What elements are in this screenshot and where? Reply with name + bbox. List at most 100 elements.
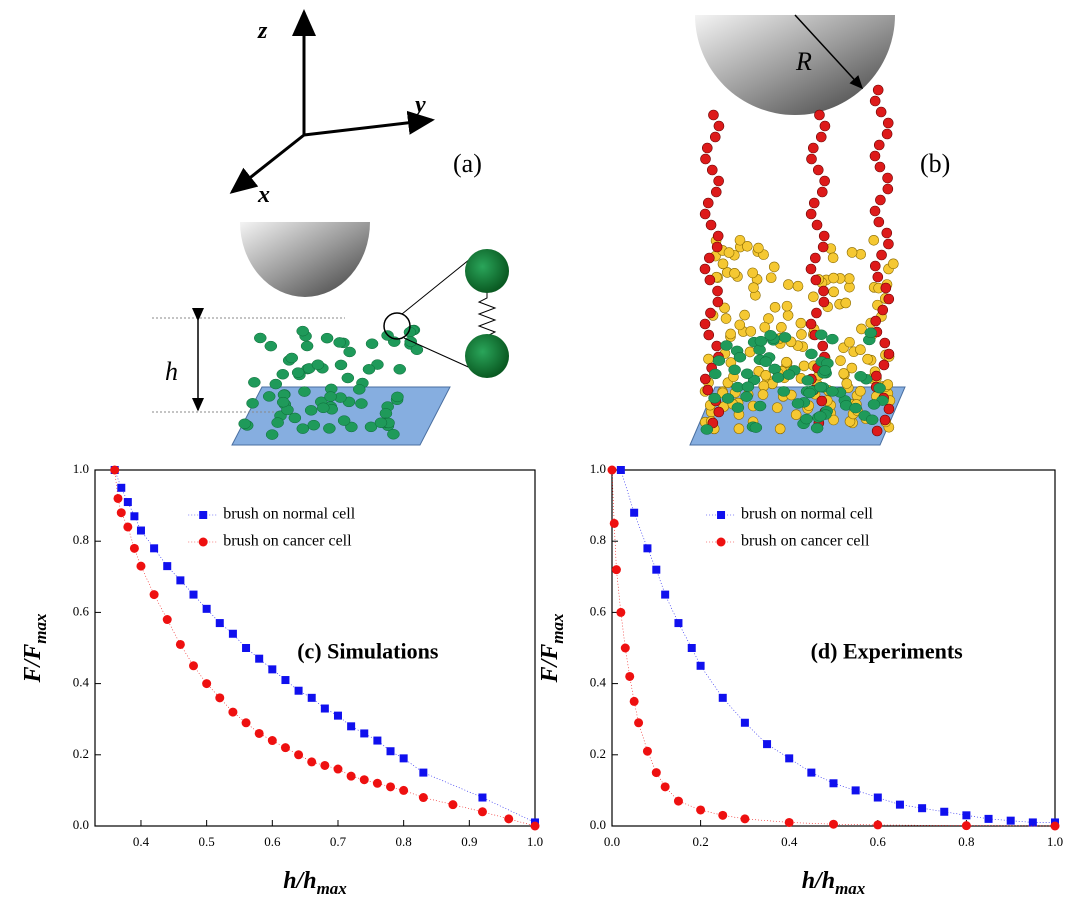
- data-point: [228, 629, 237, 638]
- panel-a: z y x (a) h: [152, 9, 509, 446]
- monomer: [873, 139, 885, 151]
- monomer: [805, 208, 817, 220]
- radius-label: R: [795, 47, 812, 76]
- data-point: [149, 590, 159, 600]
- monomer: [753, 242, 764, 254]
- data-point: [117, 483, 126, 492]
- monomer: [869, 150, 881, 162]
- monomer: [731, 402, 745, 413]
- monomer: [801, 375, 815, 386]
- monomer: [238, 418, 251, 430]
- monomer: [849, 402, 862, 414]
- monomer: [878, 359, 890, 371]
- y-tick-label: 0.2: [73, 746, 89, 761]
- monomer: [864, 327, 878, 339]
- chart: 0.4 0.5 0.6 0.7 0.8 0.9 1.0 0.0 0.2 0.4 0.6 0.8 1.0 h…: [20, 461, 543, 898]
- monomer: [818, 365, 832, 376]
- monomer: [379, 408, 393, 419]
- monomer: [883, 238, 894, 250]
- data-point: [611, 565, 621, 575]
- monomer: [811, 307, 822, 319]
- x-tick-label: 0.6: [264, 834, 281, 849]
- data-point: [281, 676, 290, 685]
- monomer: [307, 419, 320, 431]
- monomer: [759, 321, 771, 333]
- monomer: [841, 378, 853, 389]
- monomer: [776, 322, 787, 333]
- monomer: [747, 267, 758, 279]
- monomer: [353, 384, 366, 395]
- monomer: [713, 406, 725, 418]
- data-point: [228, 707, 238, 717]
- monomer: [264, 340, 278, 352]
- monomer: [800, 413, 813, 425]
- data-point: [189, 590, 198, 599]
- monomer: [703, 329, 715, 341]
- data-point: [176, 576, 185, 585]
- monomer: [883, 348, 895, 360]
- monomer: [725, 328, 736, 340]
- data-point: [674, 619, 683, 628]
- monomer: [816, 186, 828, 198]
- monomer: [285, 352, 299, 364]
- monomer: [875, 106, 887, 118]
- monomer: [808, 197, 820, 209]
- series-line: [620, 469, 1055, 823]
- data-point: [215, 619, 224, 628]
- legend-label: brush on normal cell: [741, 506, 874, 523]
- monomer: [854, 370, 867, 382]
- x-tick-label: 0.6: [870, 834, 887, 849]
- monomer: [811, 219, 823, 231]
- monomer: [846, 362, 858, 374]
- monomer: [711, 241, 723, 253]
- data-point: [718, 810, 728, 820]
- monomer: [410, 344, 424, 356]
- monomer: [740, 391, 753, 402]
- monomer: [873, 382, 886, 394]
- y-tick-label: 0.8: [590, 532, 606, 547]
- data-point: [267, 736, 277, 746]
- data-point: [268, 665, 277, 674]
- bead: [465, 249, 509, 293]
- monomer: [276, 369, 290, 380]
- monomer: [805, 263, 817, 275]
- monomer: [699, 263, 711, 275]
- monomer: [387, 428, 400, 440]
- monomer: [391, 391, 404, 403]
- tip-sphere: [695, 15, 895, 115]
- axis-label-z: z: [257, 18, 268, 44]
- y-tick-label: 1.0: [590, 461, 606, 476]
- monomer: [843, 273, 855, 284]
- monomer: [790, 409, 802, 420]
- monomer: [374, 417, 388, 428]
- data-point: [399, 754, 408, 763]
- monomer: [764, 330, 777, 341]
- monomer: [815, 131, 827, 143]
- monomer: [796, 329, 807, 340]
- monomer: [874, 161, 886, 173]
- data-point: [386, 782, 396, 792]
- monomer: [765, 272, 777, 284]
- y-axis-title-sub: max: [548, 613, 567, 644]
- x-tick-label: 0.8: [396, 834, 412, 849]
- data-point: [763, 740, 772, 749]
- monomer: [343, 346, 356, 358]
- monomer: [771, 402, 783, 413]
- monomer: [311, 359, 325, 370]
- monomer: [753, 400, 767, 412]
- monomer: [816, 395, 828, 407]
- data-point: [419, 768, 428, 777]
- monomer: [871, 370, 882, 382]
- data-point: [294, 686, 303, 695]
- data-point: [740, 718, 749, 727]
- data-point: [1028, 818, 1037, 827]
- monomer: [791, 398, 805, 409]
- monomer: [888, 258, 899, 270]
- monomer: [882, 117, 894, 129]
- monomer: [703, 353, 714, 365]
- monomer: [814, 381, 827, 393]
- x-tick-label: 0.9: [461, 834, 477, 849]
- monomer: [777, 386, 790, 397]
- annotation: (d) Experiments: [811, 639, 964, 664]
- data-point: [215, 693, 225, 703]
